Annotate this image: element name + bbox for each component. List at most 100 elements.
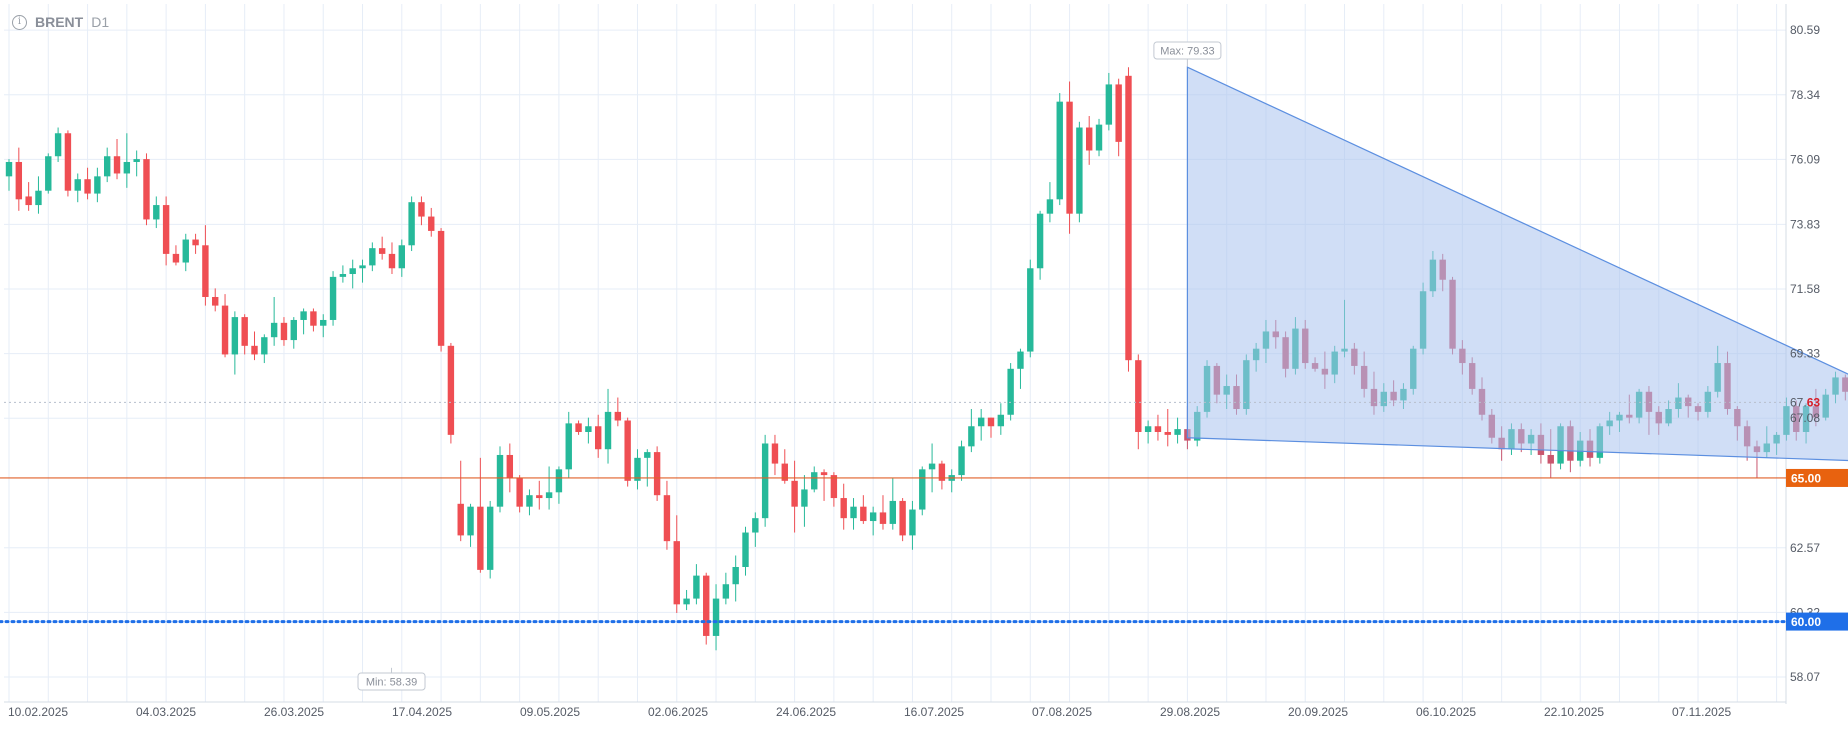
current-price-dec: 63 bbox=[1807, 395, 1821, 409]
candle-body bbox=[1115, 84, 1122, 142]
max-label: Max: 79.33 bbox=[1160, 46, 1214, 58]
candle-body bbox=[595, 426, 602, 450]
level-badge-label: 65.00 bbox=[1791, 471, 1821, 485]
level-badge-label: 60.00 bbox=[1791, 615, 1821, 629]
candle-body bbox=[172, 253, 180, 263]
time-tick-label: 29.08.2025 bbox=[1160, 705, 1220, 719]
candle-body bbox=[909, 509, 916, 536]
candle-body bbox=[447, 345, 455, 435]
candle-body bbox=[614, 411, 622, 421]
candle-body bbox=[1174, 429, 1181, 435]
time-tick-label: 04.03.2025 bbox=[136, 705, 196, 719]
candle-body bbox=[133, 159, 140, 162]
candle-body bbox=[536, 495, 543, 499]
candle-body bbox=[123, 161, 131, 174]
candle-body bbox=[889, 500, 896, 524]
max-box bbox=[1153, 41, 1222, 60]
candle-body bbox=[418, 202, 425, 217]
candle-body bbox=[545, 492, 553, 499]
price-tick-label: 69.33 bbox=[1790, 347, 1820, 361]
candle-body bbox=[496, 454, 504, 507]
chart-header: i BRENT D1 bbox=[12, 14, 109, 30]
candle-body bbox=[811, 472, 818, 490]
candle-body bbox=[1086, 127, 1093, 151]
candle-body bbox=[300, 311, 307, 320]
candle-body bbox=[928, 463, 936, 470]
time-tick-label: 07.08.2025 bbox=[1032, 705, 1092, 719]
candle-body bbox=[398, 245, 405, 269]
candle-body bbox=[192, 239, 199, 246]
time-tick-label: 24.06.2025 bbox=[776, 705, 836, 719]
candle-body bbox=[349, 268, 356, 275]
candle-body bbox=[752, 518, 759, 533]
time-tick-label: 07.11.2025 bbox=[1672, 705, 1731, 719]
candle-body bbox=[477, 506, 484, 570]
candle-body bbox=[457, 503, 464, 536]
symbol-label: BRENT bbox=[35, 14, 84, 30]
price-tick-label: 76.09 bbox=[1790, 152, 1820, 166]
current-price-int: 67. bbox=[1790, 395, 1807, 409]
info-icon[interactable]: i bbox=[12, 14, 27, 30]
candle-body bbox=[329, 276, 337, 320]
candle-body bbox=[104, 156, 111, 177]
candle-body bbox=[820, 472, 828, 476]
candle-body bbox=[1144, 426, 1152, 432]
candle-body bbox=[565, 423, 572, 470]
price-tick-label: 80.59 bbox=[1790, 23, 1820, 37]
candle-body bbox=[1154, 426, 1162, 432]
axes: 80.59 78.34 76.09 73.83 71.58 69.33 67.08 62.57… bbox=[8, 23, 1848, 719]
candle-body bbox=[428, 216, 435, 231]
candle-body bbox=[712, 598, 720, 636]
candle-body bbox=[408, 202, 415, 246]
candle-body bbox=[486, 506, 494, 570]
candle-body bbox=[251, 345, 258, 355]
candle-body bbox=[221, 305, 229, 355]
candle-body bbox=[850, 506, 857, 519]
time-tick-label: 09.05.2025 bbox=[520, 705, 580, 719]
price-tick-label: 67.08 bbox=[1790, 411, 1820, 425]
candle-body bbox=[143, 159, 150, 220]
candle-body bbox=[388, 253, 396, 269]
candle-body bbox=[604, 411, 612, 450]
candle-body bbox=[359, 265, 366, 269]
current-price-label: 67.63 bbox=[1790, 395, 1820, 409]
time-tick-label: 06.10.2025 bbox=[1416, 705, 1476, 719]
candle-body bbox=[1095, 124, 1103, 151]
candle-body bbox=[624, 420, 631, 481]
grid bbox=[4, 4, 1787, 704]
time-tick-label: 22.10.2025 bbox=[1544, 705, 1604, 719]
candle-body bbox=[869, 512, 877, 522]
candle-body bbox=[1036, 213, 1044, 269]
candle-body bbox=[663, 495, 671, 542]
candle-body bbox=[1017, 351, 1024, 369]
price-tick-label: 73.83 bbox=[1790, 217, 1820, 231]
timeframe-label: D1 bbox=[91, 14, 110, 30]
price-tick-label: 78.34 bbox=[1790, 88, 1820, 102]
candle-body bbox=[673, 541, 680, 605]
candle-body bbox=[212, 296, 219, 306]
candle-body bbox=[516, 477, 523, 507]
candle-body bbox=[693, 575, 700, 599]
candle-body bbox=[202, 245, 209, 297]
candle-body bbox=[634, 457, 641, 481]
candle-body bbox=[270, 322, 278, 338]
time-tick-label: 02.06.2025 bbox=[648, 705, 708, 719]
candle-body bbox=[54, 133, 62, 157]
time-tick-label: 20.09.2025 bbox=[1288, 705, 1348, 719]
candle-body bbox=[320, 319, 327, 326]
candle-body bbox=[1164, 431, 1171, 435]
price-tick-label: 62.57 bbox=[1790, 541, 1820, 555]
candle-body bbox=[94, 176, 101, 194]
target-level-badge bbox=[1786, 612, 1848, 631]
candle-body bbox=[45, 156, 52, 191]
candle-body bbox=[958, 446, 965, 476]
candle-body bbox=[732, 566, 739, 585]
time-tick-label: 26.03.2025 bbox=[264, 705, 324, 719]
candle-body bbox=[113, 156, 121, 174]
candle-body bbox=[977, 417, 985, 427]
candle-body bbox=[801, 489, 808, 507]
candle-body bbox=[585, 426, 592, 432]
candle-body bbox=[742, 532, 749, 567]
